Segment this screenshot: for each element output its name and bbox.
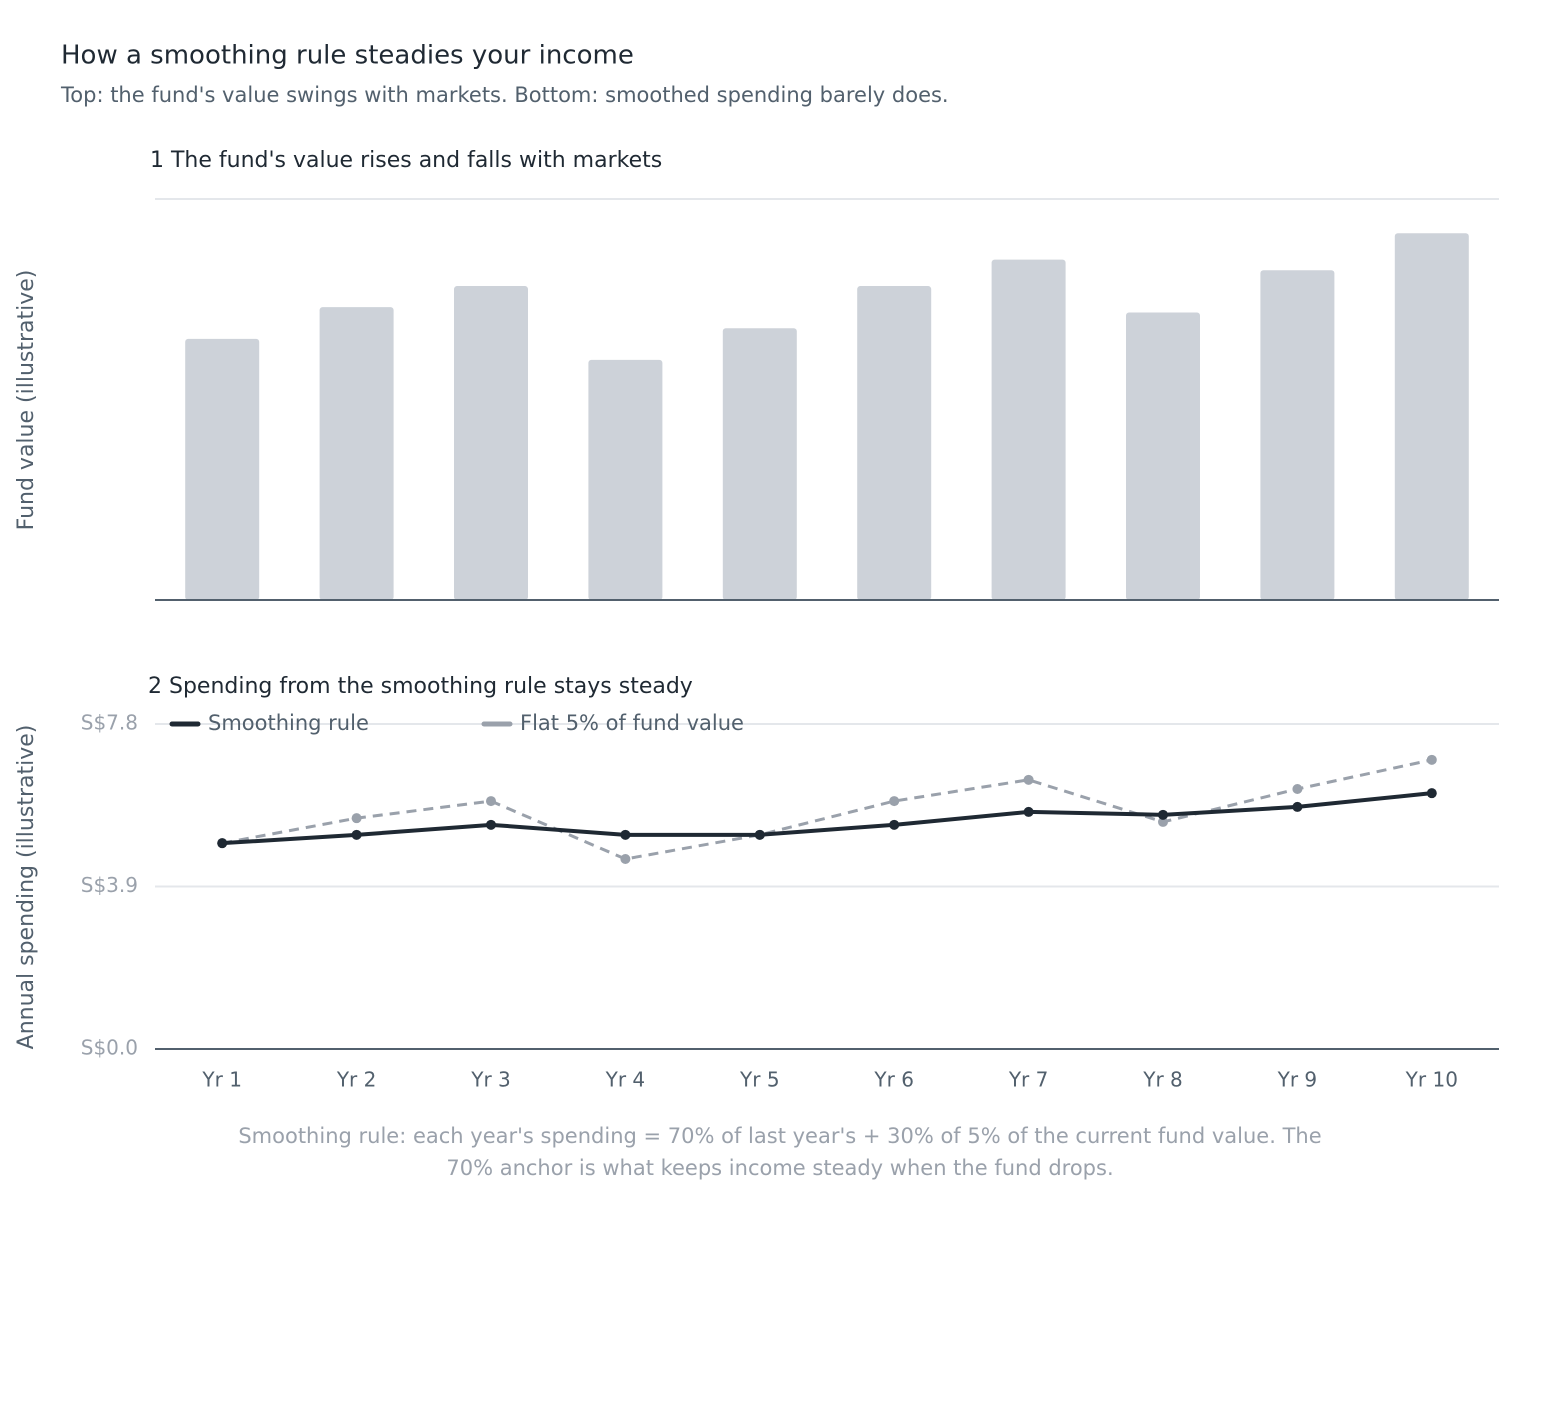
point [1292, 801, 1303, 812]
point [351, 813, 362, 824]
bar [454, 286, 528, 600]
x-tick-label: Yr 4 [605, 1068, 646, 1092]
bar [991, 259, 1066, 600]
x-tick-label: Yr 6 [873, 1068, 914, 1092]
line [221, 758, 1433, 861]
point [889, 819, 900, 830]
x-tick-label: Yr 1 [201, 1068, 242, 1092]
note-box: Smoothing rule: each year's spending = 7… [238, 1124, 1322, 1180]
title: How a smoothing rule steadies your incom… [61, 41, 634, 71]
legend-label: Flat 5% of fund value [520, 711, 744, 735]
y-axis-label: Fund value (illustrative) [14, 270, 39, 531]
point [1158, 816, 1168, 827]
panel-title: 1 The fund's value rises and falls with … [150, 148, 662, 173]
x-tick-label: Yr 7 [1008, 1068, 1049, 1092]
point [1426, 788, 1437, 799]
bar [185, 338, 260, 600]
subtitle: Top: the fund's value swings with market… [60, 83, 949, 107]
point [1023, 806, 1034, 817]
legend-label: Smoothing rule [208, 711, 369, 735]
y-tick-label: S$0.0 [81, 1036, 138, 1060]
bar [1260, 270, 1335, 600]
y-axis-label: Annual spending (illustrative) [14, 725, 39, 1050]
bar [319, 307, 394, 600]
x-tick-label: Yr 10 [1405, 1068, 1458, 1092]
bar [1126, 312, 1200, 600]
x-tick-label: Yr 2 [336, 1068, 377, 1092]
point [1292, 784, 1303, 794]
point [1023, 774, 1034, 785]
y-tick-label: S$7.8 [81, 711, 138, 735]
bar [1394, 233, 1469, 600]
line [222, 791, 1433, 846]
point [889, 796, 900, 807]
point [620, 829, 631, 840]
point [754, 829, 765, 840]
point [1426, 754, 1437, 765]
bar [588, 359, 663, 600]
point [351, 829, 362, 840]
point [486, 819, 496, 830]
point [486, 796, 496, 807]
x-tick-label: Yr 5 [739, 1068, 780, 1092]
x-tick-label: Yr 9 [1277, 1068, 1318, 1092]
panel-title: 2 Spending from the smoothing rule stays… [148, 674, 693, 699]
point [620, 854, 631, 864]
bar [857, 286, 932, 600]
point [1158, 809, 1168, 820]
note: Smoothing rule: each year's spending = 7… [238, 1124, 1322, 1180]
point [217, 838, 228, 849]
x-tick-label: Yr 3 [470, 1068, 511, 1092]
x-tick-label: Yr 8 [1142, 1068, 1183, 1092]
y-tick-label: S$3.9 [81, 873, 138, 897]
bar [722, 328, 797, 600]
